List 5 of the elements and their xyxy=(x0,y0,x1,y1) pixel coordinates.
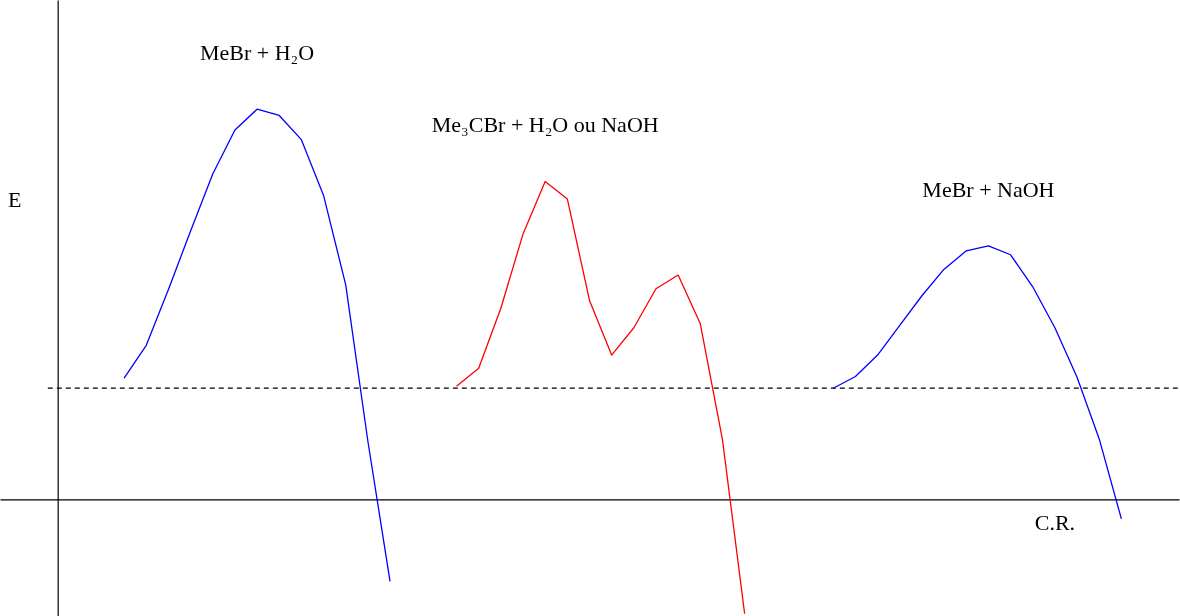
text: MeBr + NaOH xyxy=(922,176,1055,202)
text: Me₃CBr + H₂O ou NaOH xyxy=(431,112,659,138)
y-axis-title: E xyxy=(8,186,22,212)
x-axis-title: C.R. xyxy=(1034,510,1076,536)
text: MeBr + H₂O xyxy=(199,40,315,66)
